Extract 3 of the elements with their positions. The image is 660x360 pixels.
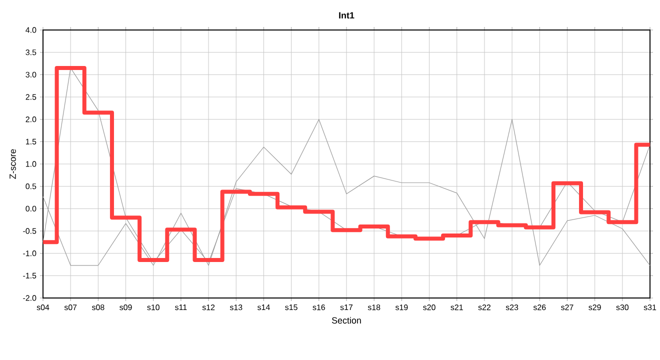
x-axis-title: Section xyxy=(332,317,361,324)
y-axis-title: Z-score xyxy=(10,149,16,179)
chart-title: Int1 xyxy=(339,12,354,19)
